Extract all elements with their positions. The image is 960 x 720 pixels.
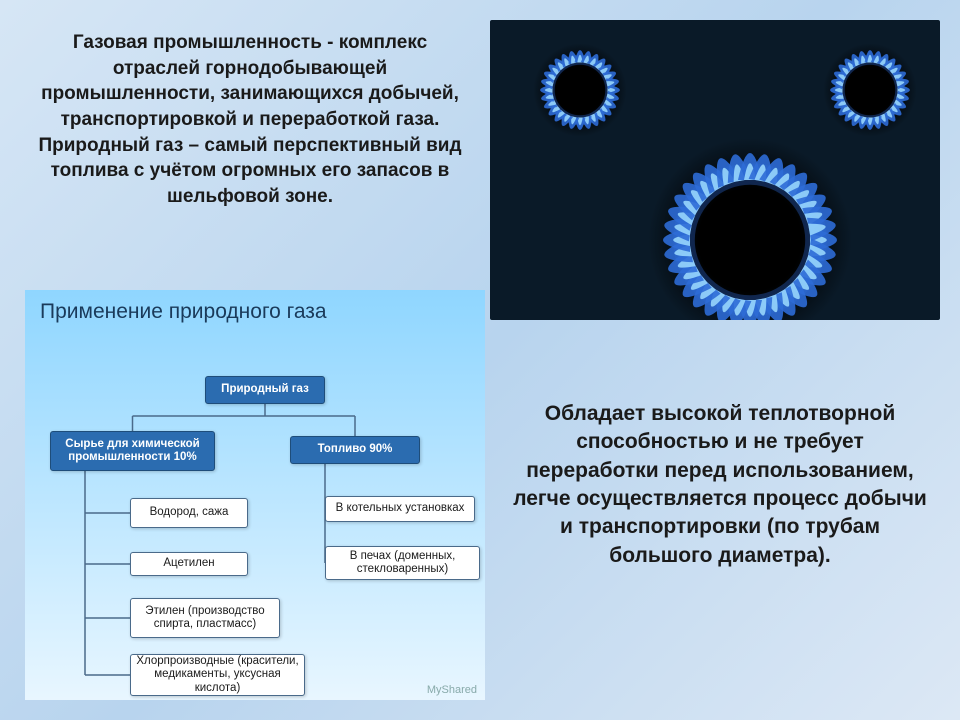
chart-title: Применение природного газа (40, 300, 470, 324)
properties-paragraph: Обладает высокой теплотворной способност… (510, 400, 930, 570)
chart-leaf: В печах (доменных, стекловаренных) (325, 546, 480, 580)
chart-leaf: Водород, сажа (130, 498, 248, 528)
chart-sub-fuel: Топливо 90% (290, 436, 420, 464)
chart-sub-chem: Сырье для химической промышленности 10% (50, 431, 215, 471)
watermark: MyShared (427, 684, 477, 696)
gas-flame-photo (490, 20, 940, 320)
chart-leaf: Хлорпроизводные (красители, медикаменты,… (130, 654, 305, 696)
usage-chart: Применение природного газа Природный газ… (25, 290, 485, 700)
chart-root: Природный газ (205, 376, 325, 404)
chart-leaf: В котельных установках (325, 496, 475, 522)
intro-paragraph: Газовая промышленность - комплекс отрасл… (30, 30, 470, 209)
chart-leaf: Этилен (производство спирта, пластмасс) (130, 598, 280, 638)
chart-leaf: Ацетилен (130, 552, 248, 576)
